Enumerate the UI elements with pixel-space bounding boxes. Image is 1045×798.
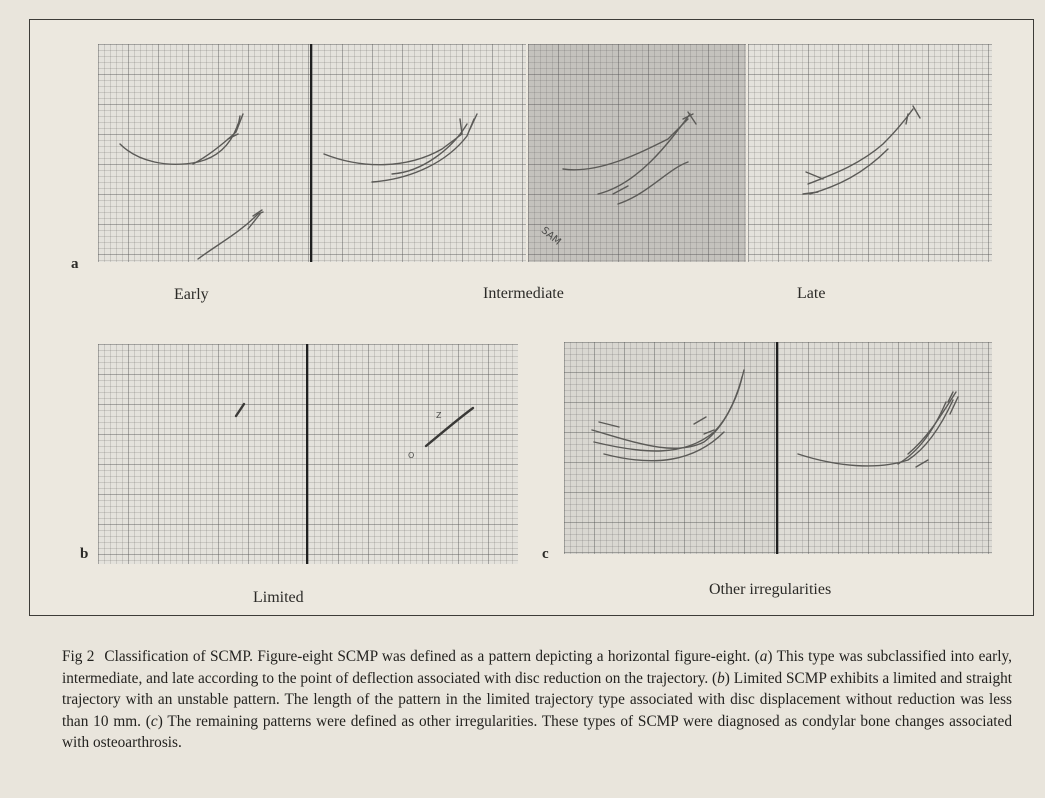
row-letter-b: b	[80, 546, 89, 562]
row-letter-c: c	[542, 546, 549, 562]
label-early: Early	[174, 286, 209, 303]
divider-b	[306, 344, 308, 564]
caption-part-3: ) Limited SCMP exhibits a limited and st…	[62, 669, 1013, 730]
trajectory-intermediate-2: SAM	[539, 111, 697, 248]
mark-o: O	[408, 451, 414, 460]
caption-ref-c: c	[150, 712, 158, 730]
row-letter-a: a	[71, 256, 79, 272]
divider-c	[776, 342, 778, 554]
trajectory-other-2	[797, 391, 959, 468]
panel-other-1	[564, 342, 776, 554]
label-limited: Limited	[253, 589, 304, 606]
caption-ref-b: b	[717, 669, 725, 687]
panel-limited-2: Z O	[308, 344, 518, 564]
panel-stamp: SAM	[539, 225, 563, 248]
caption-part-4: ) The remaining patterns were defined as…	[62, 712, 1012, 752]
label-other-irregularities: Other irregularities	[709, 581, 832, 598]
caption-part-1: Classification of SCMP. Figure-eight SCM…	[104, 648, 760, 665]
divider-a1	[310, 44, 312, 262]
trajectory-limited-2: Z O	[408, 406, 475, 460]
trajectory-early	[119, 113, 264, 260]
panel-early	[98, 44, 310, 262]
caption-ref-a: a	[759, 648, 768, 665]
trajectory-late	[802, 105, 921, 195]
trajectory-intermediate-1	[323, 113, 478, 183]
label-late: Late	[797, 285, 826, 302]
label-intermediate: Intermediate	[483, 285, 564, 302]
caption-part-2: ) This type was subclassified into early…	[62, 648, 1012, 687]
trajectory-limited-1	[234, 402, 246, 418]
panel-other-2	[778, 342, 992, 554]
panel-late	[748, 44, 992, 262]
panel-intermediate-2: SAM	[528, 44, 746, 262]
mark-z: Z	[436, 411, 442, 420]
trajectory-other-1	[591, 369, 745, 462]
panel-limited-1	[98, 344, 306, 564]
figure-caption: Fig 2 Classification of SCMP. Figure-eigh…	[62, 646, 1012, 754]
panel-intermediate-1	[312, 44, 526, 262]
caption-fig-label: Fig 2	[62, 648, 95, 665]
